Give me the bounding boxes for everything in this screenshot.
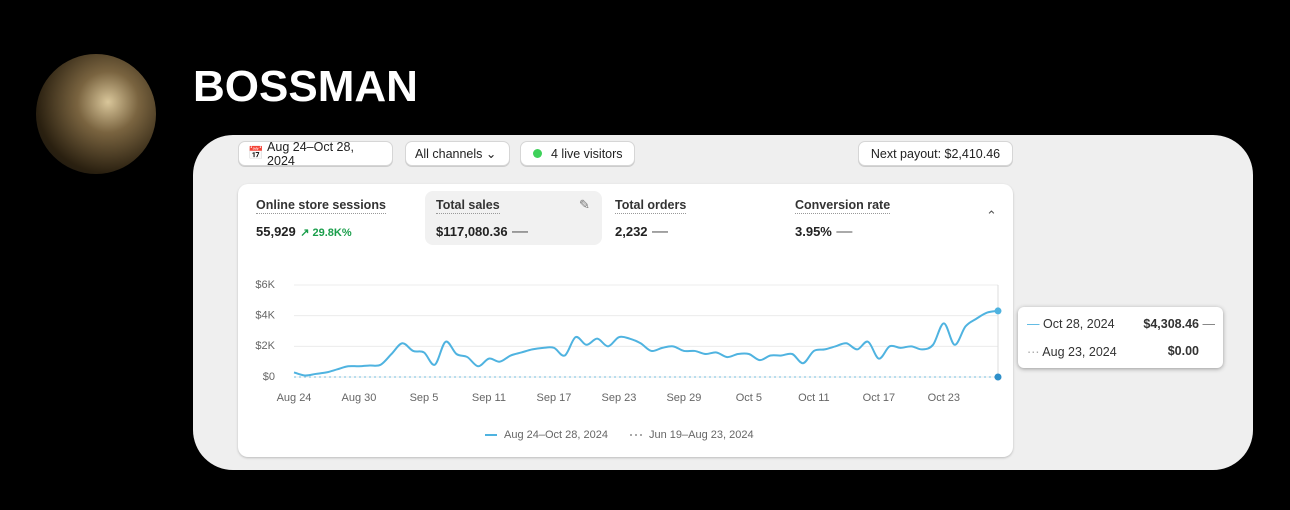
username: BOSSMAN (193, 62, 418, 111)
x-tick-label: Oct 5 (736, 392, 762, 404)
end-dot (994, 373, 1002, 381)
collapse-icon[interactable]: ⌃ (986, 208, 997, 223)
metric-value: 2,232 (615, 224, 648, 239)
tooltip-date: Aug 23, 2024 (1042, 345, 1117, 359)
tooltip-date: Oct 28, 2024 (1042, 317, 1115, 331)
x-tick-label: Oct 23 (928, 392, 960, 404)
x-tick-label: Aug 30 (342, 392, 377, 404)
metric[interactable]: Total orders 2,232 — (615, 198, 687, 240)
x-tick-label: Sep 29 (666, 392, 701, 404)
metric[interactable]: Online store sessions 55,929 ↗ 29.8K% (256, 196, 386, 241)
card (238, 184, 1013, 457)
date-picker[interactable]: 📅 Aug 24–Oct 28, 2024 (238, 139, 393, 168)
metric-label: Conversion rate (795, 198, 891, 214)
metric-selected-bg (425, 191, 602, 245)
date-range: Aug 24–Oct 28, 2024 (267, 139, 354, 168)
live-dot (533, 149, 542, 158)
metric[interactable]: Total sales $117,080.36 — (436, 198, 529, 240)
y-tick-label: $0 (263, 371, 275, 383)
x-tick-label: Sep 23 (601, 392, 636, 404)
metric-change: ↗ 29.8K% (300, 227, 352, 239)
payout-text: Next payout: $2,410.46 (870, 146, 1001, 161)
x-tick-label: Oct 11 (798, 392, 830, 404)
metric-value: $117,080.36 (436, 224, 508, 239)
edit-icon[interactable]: ✎ (579, 197, 590, 212)
live-visitors[interactable]: 4 live visitors (520, 141, 635, 166)
tooltip: — Oct 28, 2024 $4,308.46 — ⋯ Aug 23, 202… (1018, 307, 1223, 368)
y-tick-label: $2K (255, 340, 275, 352)
metric-value: 3.95% (795, 224, 832, 239)
end-dot (994, 307, 1002, 315)
change-text: 29.8K% (312, 227, 352, 239)
live-text: 4 live visitors (551, 146, 623, 161)
payout[interactable]: Next payout: $2,410.46 (858, 141, 1013, 166)
x-tick-label: Sep 5 (410, 392, 439, 404)
channels: All channels (415, 146, 483, 161)
legend-label: Jun 19–Aug 23, 2024 (649, 429, 754, 441)
x-tick-label: Oct 17 (863, 392, 895, 404)
series-line (293, 309, 999, 377)
tooltip-value: $4,308.46 (1143, 317, 1199, 331)
metric-label: Total orders (615, 198, 687, 214)
y-tick-label: $4K (255, 310, 275, 322)
metric[interactable]: Conversion rate 3.95% — (795, 198, 891, 240)
x-tick-label: Sep 11 (472, 392, 506, 404)
metric-label: Total sales (436, 198, 500, 214)
y-tick-label: $6K (255, 279, 275, 291)
channel-select[interactable]: All channels ⌄ (405, 141, 510, 166)
x-tick-label: Sep 17 (537, 392, 572, 404)
x-tick-label: Aug 24 (277, 392, 312, 404)
metric-value: 55,929 (256, 224, 296, 239)
tooltip-value: $0.00 (1167, 344, 1199, 358)
legend-label: Aug 24–Oct 28, 2024 (504, 429, 608, 441)
metric-label: Online store sessions (256, 198, 386, 214)
avatar (36, 54, 156, 174)
